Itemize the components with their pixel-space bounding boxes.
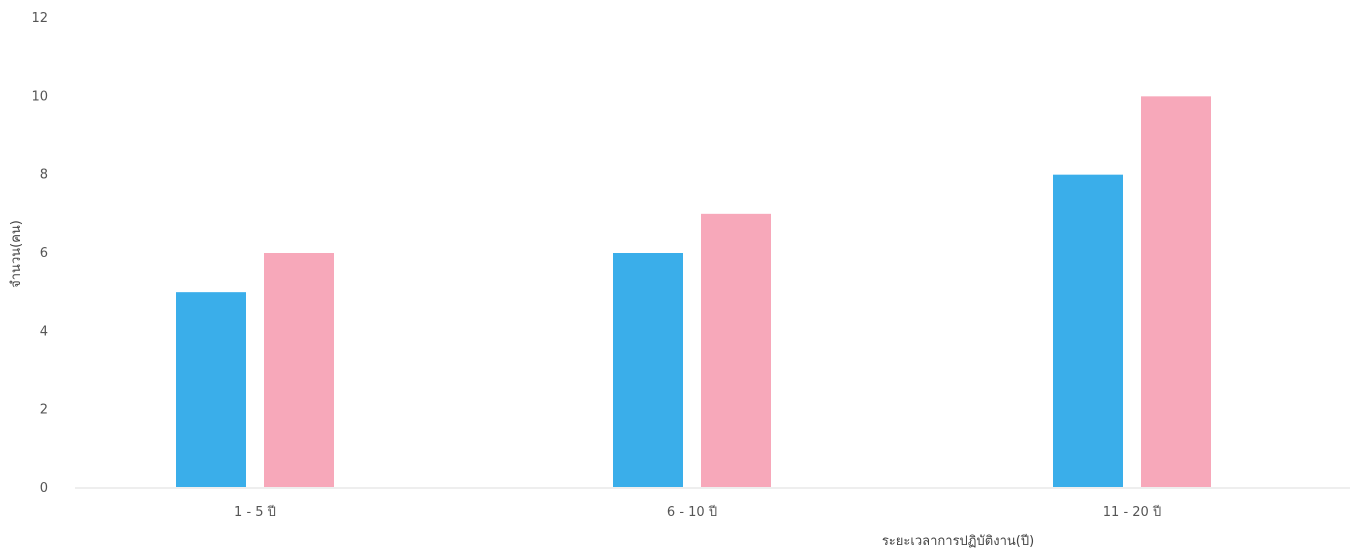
bars-group	[176, 96, 1211, 489]
bar-series-1-category-1	[176, 292, 246, 488]
x-axis-title: ระยะเวลาการปฏิบัติงาน(ปี)	[882, 533, 1034, 549]
y-tick-label: 6	[40, 246, 48, 261]
y-axis-title: จำนวน(คน)	[9, 220, 24, 288]
y-tick-label: 12	[31, 11, 48, 26]
bar-series-1-category-2	[613, 253, 683, 488]
bar-series-2-category-1	[264, 253, 334, 488]
y-tick-label: 0	[40, 481, 48, 496]
y-tick-label: 4	[40, 324, 48, 339]
y-axis-ticks: 0 2 4 6 8 10 12	[31, 11, 48, 496]
bar-series-1-category-3	[1053, 174, 1123, 488]
y-tick-label: 2	[40, 403, 48, 418]
y-tick-label: 10	[31, 89, 48, 104]
bar-series-2-category-3	[1141, 96, 1211, 488]
bar-series-2-category-2	[701, 213, 771, 489]
x-tick-label: 1 - 5 ปี	[234, 504, 276, 520]
x-axis-ticks: 1 - 5 ปี 6 - 10 ปี 11 - 20 ปี	[234, 504, 1161, 520]
x-tick-label: 6 - 10 ปี	[667, 504, 717, 520]
y-tick-label: 8	[40, 168, 48, 183]
x-tick-label: 11 - 20 ปี	[1103, 504, 1161, 520]
